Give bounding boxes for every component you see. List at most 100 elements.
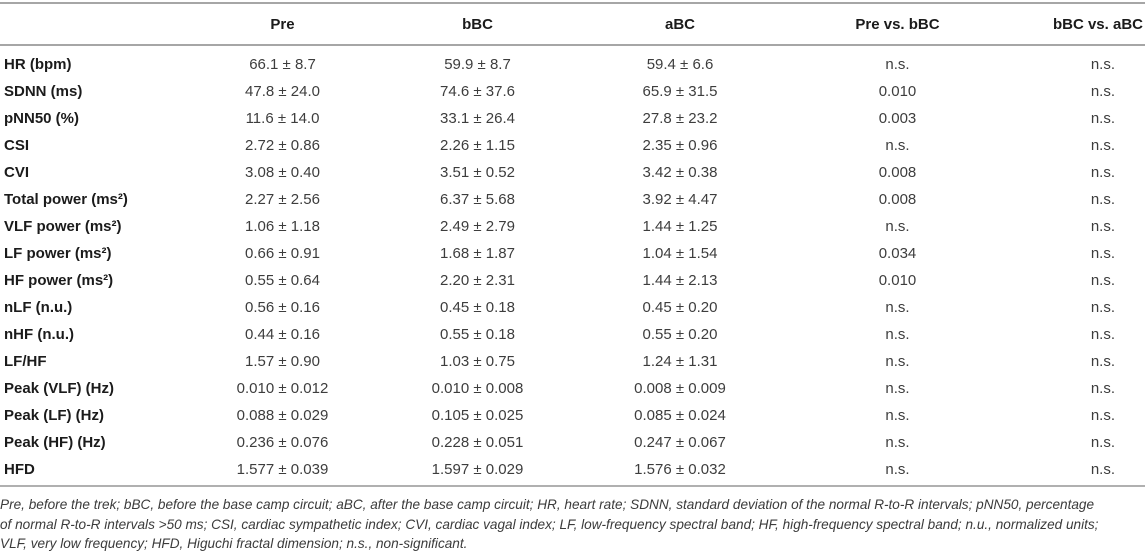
value-cell-pre: 0.088 ± 0.029: [236, 407, 329, 424]
value-cell-pre: 0.55 ± 0.64: [245, 272, 320, 289]
value-cell-pre-vs-bbc: n.s.: [885, 380, 910, 397]
table-row: VLF power (ms²) 1.06 ± 1.18 2.49 ± 2.79 …: [0, 213, 1145, 240]
value-cell-abc: 0.45 ± 0.20: [642, 299, 718, 316]
value-cell-bbc-vs-abc: n.s.: [1090, 56, 1115, 73]
row-label: nHF (n.u.): [4, 326, 74, 343]
column-header-abc: aBC: [575, 3, 785, 46]
value-cell-bbc-vs-abc: n.s.: [1090, 272, 1115, 289]
row-label: HF power (ms²): [4, 272, 114, 289]
value-cell-abc: 27.8 ± 23.2: [642, 110, 718, 127]
value-cell-bbc: 74.6 ± 37.6: [440, 83, 515, 100]
footnote-line: Pre, before the trek; bBC, before the ba…: [0, 497, 1095, 512]
table-row: HR (bpm) 66.1 ± 8.7 59.9 ± 8.7 59.4 ± 6.…: [0, 45, 1145, 78]
value-cell-abc: 3.42 ± 0.38: [642, 164, 718, 181]
value-cell-bbc: 3.51 ± 0.52: [440, 164, 515, 181]
row-label: Peak (VLF) (Hz): [4, 380, 115, 397]
value-cell-pre-vs-bbc: n.s.: [885, 137, 910, 154]
value-cell-pre-vs-bbc: n.s.: [885, 353, 910, 370]
value-cell-pre-vs-bbc: n.s.: [885, 326, 910, 343]
value-cell-abc: 0.55 ± 0.20: [642, 326, 718, 343]
value-cell-bbc: 2.49 ± 2.79: [440, 218, 515, 235]
header-row: Pre bBC aBC Pre vs. bBC bBC vs. aBC: [0, 3, 1145, 46]
value-cell-pre: 0.010 ± 0.012: [236, 380, 329, 397]
footnote-line: VLF, very low frequency; HFD, Higuchi fr…: [0, 536, 468, 551]
value-cell-bbc-vs-abc: n.s.: [1090, 326, 1115, 343]
value-cell-pre-vs-bbc: n.s.: [885, 407, 910, 424]
value-cell-bbc-vs-abc: n.s.: [1090, 407, 1115, 424]
hrv-statistics-table: Pre bBC aBC Pre vs. bBC bBC vs. aBC HR (…: [0, 2, 1145, 487]
value-cell-pre: 11.6 ± 14.0: [245, 110, 320, 127]
value-cell-bbc: 2.26 ± 1.15: [440, 137, 515, 154]
row-label: HR (bpm): [4, 56, 72, 73]
value-cell-bbc-vs-abc: n.s.: [1090, 83, 1115, 100]
value-cell-pre-vs-bbc: n.s.: [885, 299, 910, 316]
value-cell-bbc-vs-abc: n.s.: [1090, 245, 1115, 262]
column-header-bbc-vs-abc: bBC vs. aBC: [1010, 3, 1145, 46]
value-cell-pre: 1.06 ± 1.18: [245, 218, 320, 235]
value-cell-bbc: 33.1 ± 26.4: [440, 110, 515, 127]
row-label: CVI: [4, 164, 30, 181]
value-cell-bbc: 1.03 ± 0.75: [440, 353, 515, 370]
table-row: HFD 1.577 ± 0.039 1.597 ± 0.029 1.576 ± …: [0, 456, 1145, 487]
table-row: LF power (ms²) 0.66 ± 0.91 1.68 ± 1.87 1…: [0, 240, 1145, 267]
table-row: nHF (n.u.) 0.44 ± 0.16 0.55 ± 0.18 0.55 …: [0, 321, 1145, 348]
value-cell-pre-vs-bbc: n.s.: [885, 56, 910, 73]
value-cell-abc: 1.04 ± 1.54: [642, 245, 718, 262]
row-label: Total power (ms²): [4, 191, 128, 208]
table-body: HR (bpm) 66.1 ± 8.7 59.9 ± 8.7 59.4 ± 6.…: [0, 45, 1145, 487]
value-cell-bbc-vs-abc: n.s.: [1090, 380, 1115, 397]
value-cell-pre: 2.72 ± 0.86: [245, 137, 320, 154]
row-label: Peak (LF) (Hz): [4, 407, 105, 424]
value-cell-pre-vs-bbc: 0.010: [878, 83, 917, 100]
column-header-empty: [0, 3, 185, 46]
table-footnote: Pre, before the trek; bBC, before the ba…: [0, 495, 1145, 554]
value-cell-bbc: 0.228 ± 0.051: [431, 434, 524, 451]
value-cell-bbc: 0.45 ± 0.18: [440, 299, 515, 316]
column-header-pre-vs-bbc: Pre vs. bBC: [785, 3, 1010, 46]
table-header: Pre bBC aBC Pre vs. bBC bBC vs. aBC: [0, 3, 1145, 46]
value-cell-bbc: 1.68 ± 1.87: [440, 245, 515, 262]
value-cell-bbc: 0.010 ± 0.008: [431, 380, 524, 397]
value-cell-pre: 1.577 ± 0.039: [185, 456, 380, 487]
table-row: Peak (HF) (Hz) 0.236 ± 0.076 0.228 ± 0.0…: [0, 429, 1145, 456]
value-cell-bbc: 1.597 ± 0.029: [380, 456, 575, 487]
value-cell-pre-vs-bbc: n.s.: [885, 218, 910, 235]
value-cell-abc: 1.576 ± 0.032: [575, 456, 785, 487]
value-cell-pre-vs-bbc: 0.008: [878, 164, 917, 181]
value-cell-pre: 47.8 ± 24.0: [245, 83, 320, 100]
table-row: CVI 3.08 ± 0.40 3.51 ± 0.52 3.42 ± 0.38 …: [0, 159, 1145, 186]
column-header-bbc: bBC: [380, 3, 575, 46]
value-cell-bbc-vs-abc: n.s.: [1090, 434, 1115, 451]
value-cell-pre: 3.08 ± 0.40: [245, 164, 320, 181]
row-label: LF/HF: [4, 353, 47, 370]
value-cell-abc: 0.008 ± 0.009: [634, 380, 726, 397]
table-row: Peak (VLF) (Hz) 0.010 ± 0.012 0.010 ± 0.…: [0, 375, 1145, 402]
table-row: pNN50 (%) 11.6 ± 14.0 33.1 ± 26.4 27.8 ±…: [0, 105, 1145, 132]
value-cell-pre-vs-bbc: 0.008: [878, 191, 917, 208]
value-cell-pre-vs-bbc: 0.034: [878, 245, 917, 262]
table-row: Peak (LF) (Hz) 0.088 ± 0.029 0.105 ± 0.0…: [0, 402, 1145, 429]
table-row: CSI 2.72 ± 0.86 2.26 ± 1.15 2.35 ± 0.96 …: [0, 132, 1145, 159]
value-cell-pre: 2.27 ± 2.56: [245, 191, 320, 208]
value-cell-abc: 0.247 ± 0.067: [634, 434, 726, 451]
row-label: Peak (HF) (Hz): [4, 434, 106, 451]
table-row: nLF (n.u.) 0.56 ± 0.16 0.45 ± 0.18 0.45 …: [0, 294, 1145, 321]
value-cell-bbc: 6.37 ± 5.68: [440, 191, 515, 208]
table-row: Total power (ms²) 2.27 ± 2.56 6.37 ± 5.6…: [0, 186, 1145, 213]
value-cell-bbc-vs-abc: n.s.: [1090, 137, 1115, 154]
value-cell-bbc: 0.105 ± 0.025: [431, 407, 524, 424]
value-cell-pre: 0.44 ± 0.16: [245, 326, 320, 343]
value-cell-pre: 0.236 ± 0.076: [236, 434, 329, 451]
value-cell-pre-vs-bbc: 0.010: [878, 272, 917, 289]
value-cell-pre: 1.57 ± 0.90: [245, 353, 320, 370]
value-cell-bbc-vs-abc: n.s.: [1090, 191, 1115, 208]
value-cell-pre: 0.66 ± 0.91: [245, 245, 320, 262]
value-cell-bbc-vs-abc: n.s.: [1090, 218, 1115, 235]
row-label: SDNN (ms): [4, 83, 83, 100]
value-cell-abc: 59.4 ± 6.6: [646, 56, 714, 73]
value-cell-bbc-vs-abc: n.s.: [1010, 456, 1145, 487]
value-cell-abc: 3.92 ± 4.47: [642, 191, 718, 208]
value-cell-bbc-vs-abc: n.s.: [1090, 164, 1115, 181]
value-cell-abc: 1.24 ± 1.31: [642, 353, 718, 370]
